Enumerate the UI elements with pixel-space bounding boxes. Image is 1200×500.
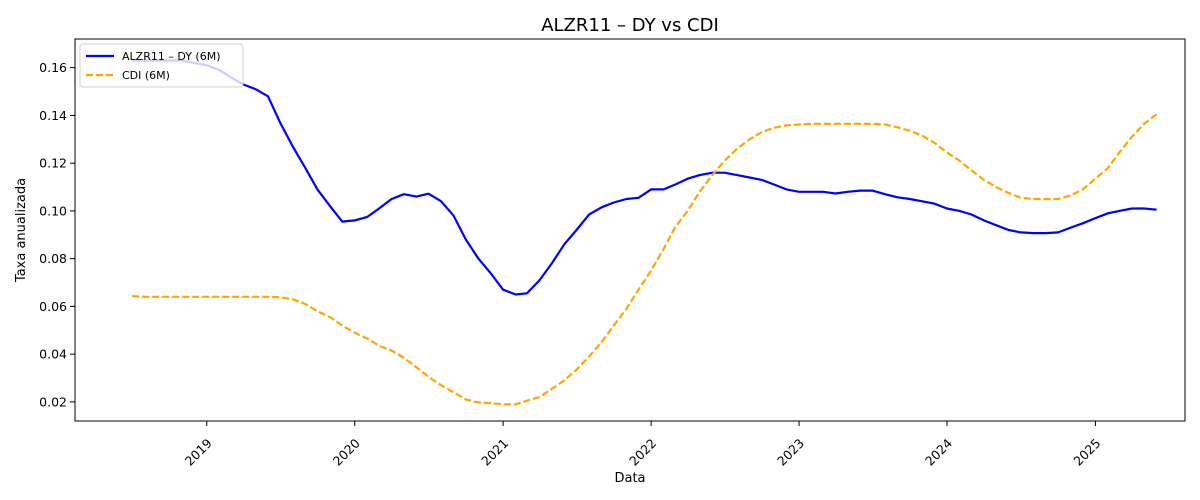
y-tick-label: 0.08 <box>39 251 67 266</box>
x-tick-label: 2025 <box>1070 436 1103 469</box>
y-tick-label: 0.02 <box>39 394 67 409</box>
y-axis: 0.02 0.04 0.06 0.08 0.10 0.12 0.14 0.16 <box>39 60 75 409</box>
legend-label-cdi: CDI (6M) <box>122 69 170 82</box>
y-tick-label: 0.12 <box>39 156 67 171</box>
x-tick-label: 2024 <box>922 435 955 468</box>
y-tick-label: 0.06 <box>39 299 67 314</box>
x-tick-label: 2023 <box>774 436 807 469</box>
y-tick-label: 0.10 <box>39 203 67 218</box>
x-axis: 2019 2020 2021 2022 2023 2024 2025 <box>182 421 1104 469</box>
plot-area <box>132 59 1158 406</box>
y-tick-label: 0.14 <box>39 108 67 123</box>
legend-box <box>79 43 244 88</box>
x-axis-title: Data <box>614 471 645 486</box>
series-line-cdi <box>132 113 1158 406</box>
x-tick-label: 2022 <box>626 436 659 469</box>
y-axis-title: Taxa anualizada <box>14 178 29 283</box>
plot-frame <box>74 38 1186 422</box>
y-tick-label: 0.16 <box>39 60 67 75</box>
legend: ALZR11 – DY (6M) CDI (6M) <box>79 43 244 88</box>
chart-title: ALZR11 – DY vs CDI <box>541 15 719 36</box>
legend-label-dy: ALZR11 – DY (6M) <box>122 50 220 63</box>
x-tick-label: 2020 <box>330 435 363 468</box>
series-line-dy <box>132 59 1157 296</box>
x-tick-label: 2021 <box>478 436 511 469</box>
y-tick-label: 0.04 <box>39 347 67 362</box>
x-tick-label: 2019 <box>182 435 215 468</box>
